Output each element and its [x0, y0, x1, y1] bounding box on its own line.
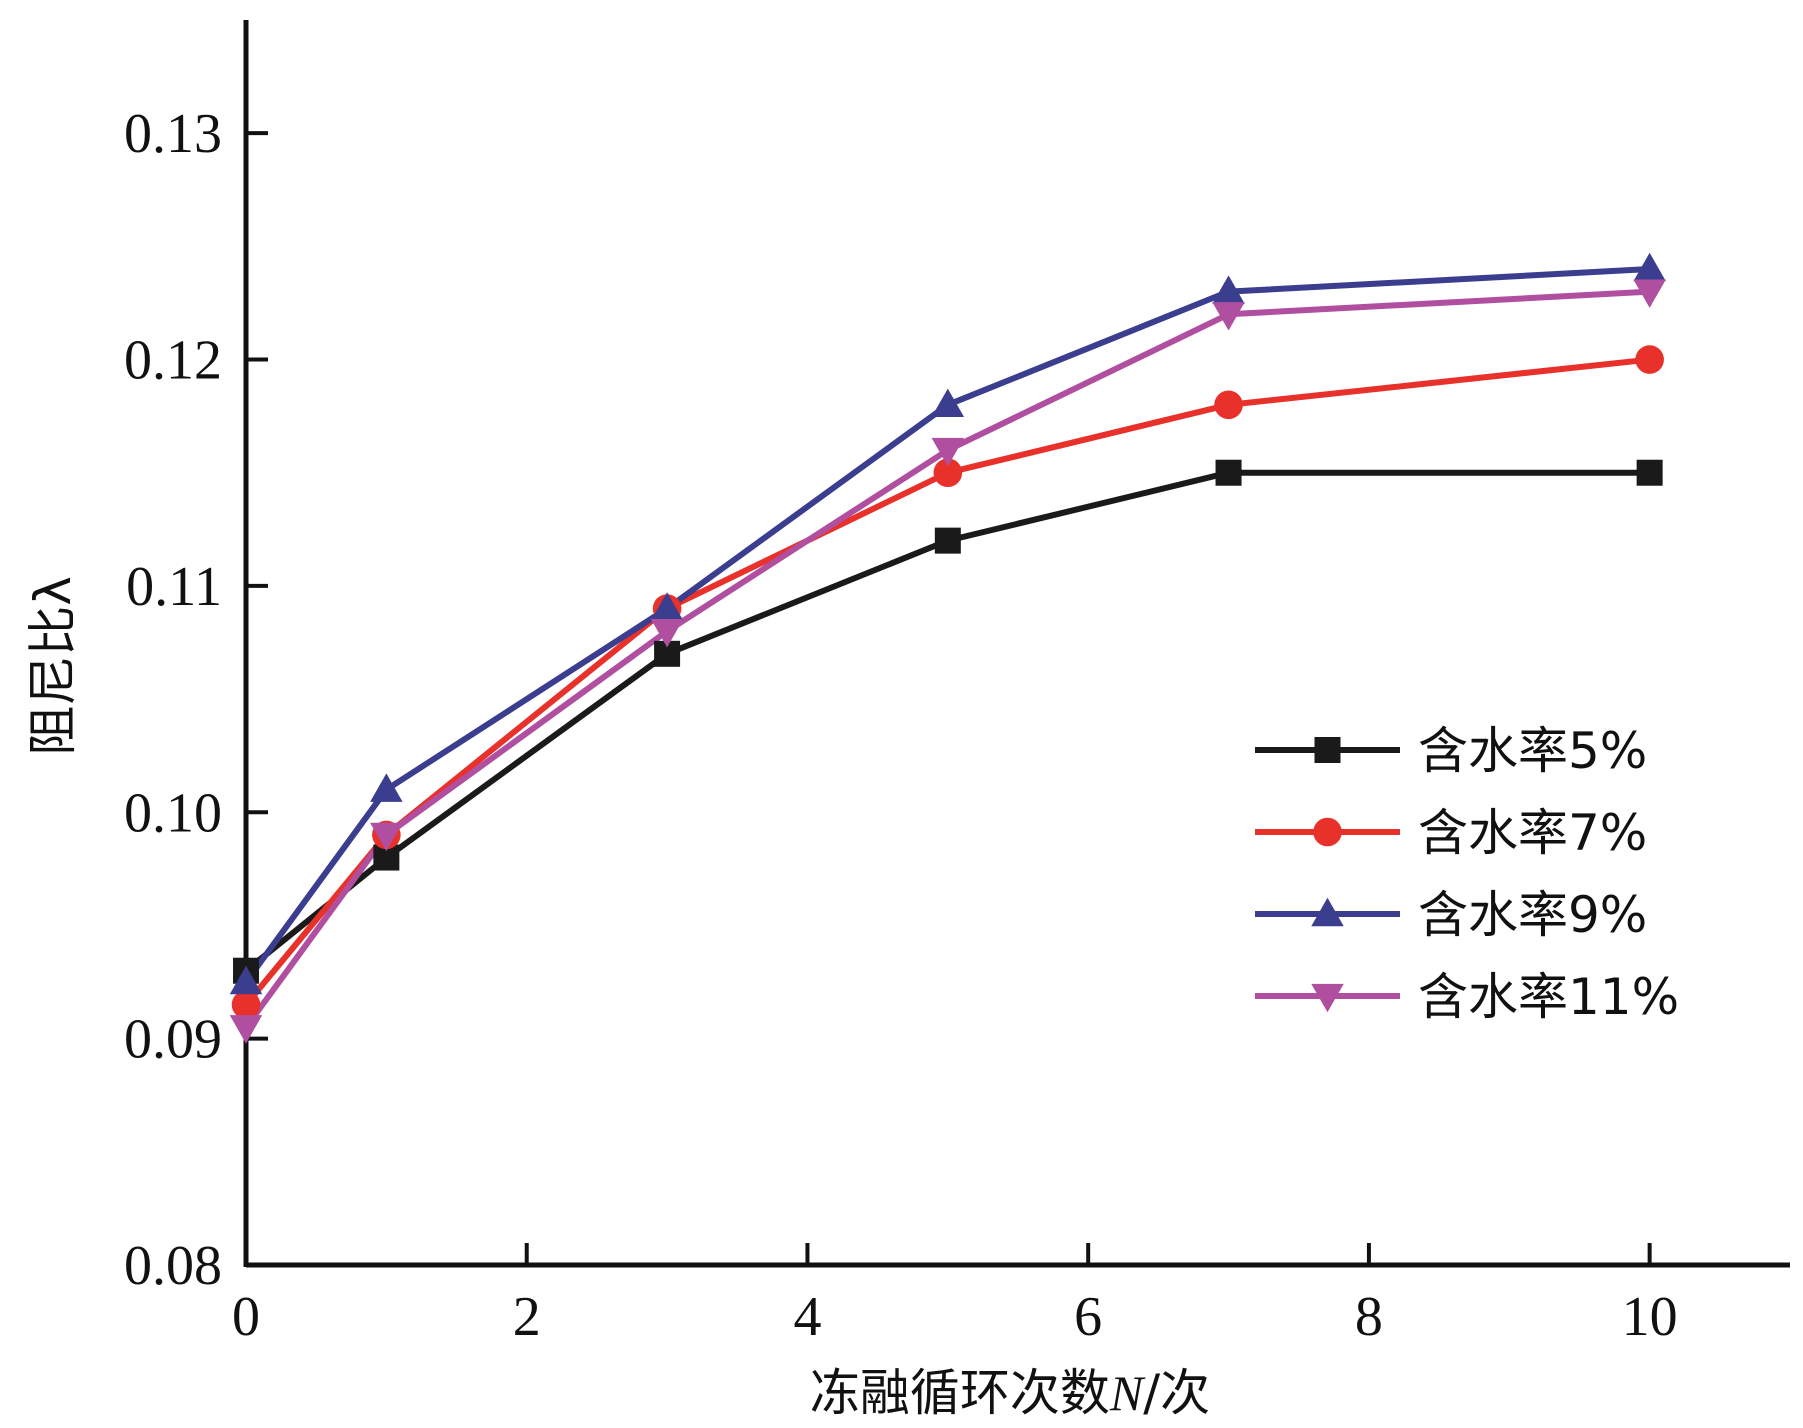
series-1-point: [1636, 459, 1663, 486]
x-axis-title-suffix: /次: [1143, 1364, 1210, 1422]
y-tick-label: 0.11: [126, 556, 222, 618]
series-3-point: [370, 773, 403, 802]
x-tick-label: 2: [513, 1286, 541, 1348]
series-2-point: [231, 990, 261, 1019]
series-4-point: [370, 822, 403, 852]
legend-marker-2: [1313, 817, 1342, 847]
series-4-point: [650, 618, 684, 648]
series-2-point: [1214, 390, 1243, 420]
series-line-3: [243, 266, 1650, 984]
legend-marker-3: [1311, 897, 1344, 927]
x-tick-label: 4: [793, 1286, 821, 1348]
y-tick-label: 0.10: [124, 782, 222, 844]
series-1-point: [934, 527, 961, 554]
legend-label-1: 含水率5%: [1418, 722, 1647, 780]
series-4-point: [931, 437, 965, 467]
series-4-point: [1212, 302, 1245, 331]
series-line-1: [244, 469, 1650, 974]
series-2-point: [1635, 345, 1664, 374]
legend-label-3: 含水率9%: [1418, 886, 1647, 944]
series-3-point: [931, 388, 965, 418]
y-axis-title: 阻尼比λ: [24, 576, 82, 756]
series-line-4: [243, 288, 1650, 1030]
x-axis-title-prefix: 冻融循环次数: [810, 1364, 1110, 1422]
series-3-point: [650, 592, 684, 621]
legend-label-2: 含水率7%: [1418, 804, 1647, 862]
legend-label-4: 含水率11%: [1418, 968, 1679, 1026]
y-tick-label: 0.09: [124, 1009, 222, 1071]
series-4-point: [229, 1015, 263, 1044]
y-tick-label: 0.08: [124, 1235, 222, 1297]
series-lines: [243, 266, 1650, 1030]
legend: 含水率5% 含水率7% 含水率9% 含水率11%: [1255, 722, 1679, 1026]
legend-marker-1: [1314, 737, 1341, 763]
x-tick-label: 10: [1622, 1286, 1678, 1348]
axes: 0 2 4 6 8 10 0.08 0.09 0.10 0.11 0.12 0.13: [124, 20, 1790, 1348]
y-tick-label: 0.13: [124, 103, 222, 165]
series-2-point: [933, 458, 963, 488]
series-3-point: [1212, 275, 1245, 304]
series-markers: [229, 252, 1666, 1044]
series-3-point: [229, 965, 263, 995]
series-4-point: [1633, 279, 1666, 308]
legend-marker-4: [1311, 983, 1344, 1013]
x-tick-label: 0: [232, 1286, 260, 1348]
y-tick-label: 0.12: [124, 330, 222, 392]
x-tick-label: 8: [1355, 1286, 1383, 1348]
x-axis-title-symbol: N: [1109, 1365, 1146, 1421]
x-axis-title: 冻融循环次数N/次: [810, 1364, 1210, 1422]
series-3-point: [1633, 252, 1666, 282]
x-tick-label: 6: [1074, 1286, 1102, 1348]
series-1-point: [1215, 459, 1242, 486]
